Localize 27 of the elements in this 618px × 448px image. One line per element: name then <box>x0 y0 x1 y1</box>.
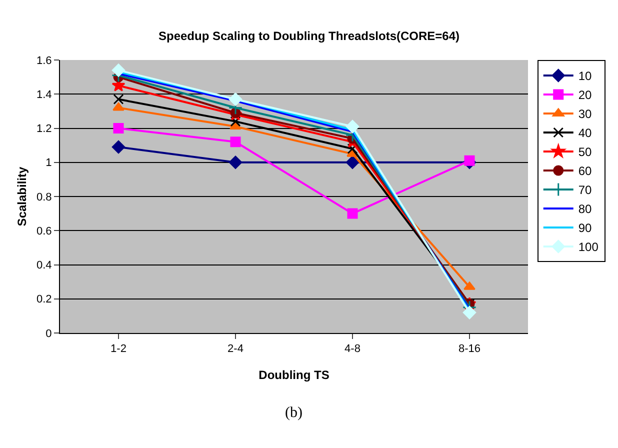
y-tick-label: 1.4 <box>36 88 52 101</box>
legend-label: 100 <box>578 240 599 254</box>
x-axis-title: Doubling TS <box>258 368 330 382</box>
y-tick-label: 0.6 <box>36 225 52 238</box>
y-tick-label: 0 <box>46 328 52 340</box>
legend-label: 80 <box>578 202 592 216</box>
x-tick-label: 4-8 <box>344 343 360 356</box>
chart-title: Speedup Scaling to Doubling Threadslots(CORE=64) <box>158 28 460 43</box>
text: (b) <box>285 405 302 421</box>
y-axis-title: Scalability <box>15 166 29 226</box>
y-tick-label: 0.4 <box>36 260 52 272</box>
legend-label: 70 <box>578 183 592 198</box>
y-tick-label: 1 <box>46 157 52 170</box>
legend-label: 20 <box>578 88 592 102</box>
y-tick-label: 1.2 <box>36 123 52 136</box>
legend-label: 60 <box>578 164 592 178</box>
y-tick-label: 0.8 <box>36 191 52 204</box>
legend-label: 50 <box>578 145 592 160</box>
legend-label: 40 <box>578 126 592 140</box>
legend-label: 30 <box>578 107 592 122</box>
x-tick-label: 1-2 <box>110 343 126 356</box>
x-tick-label: 8-16 <box>458 343 481 356</box>
x-tick-label: 2-4 <box>228 343 244 356</box>
legend-label: 90 <box>578 221 592 236</box>
y-tick-label: 0.2 <box>36 294 52 306</box>
legend-label: 10 <box>578 69 592 84</box>
y-tick-label: 1.6 <box>36 54 52 67</box>
